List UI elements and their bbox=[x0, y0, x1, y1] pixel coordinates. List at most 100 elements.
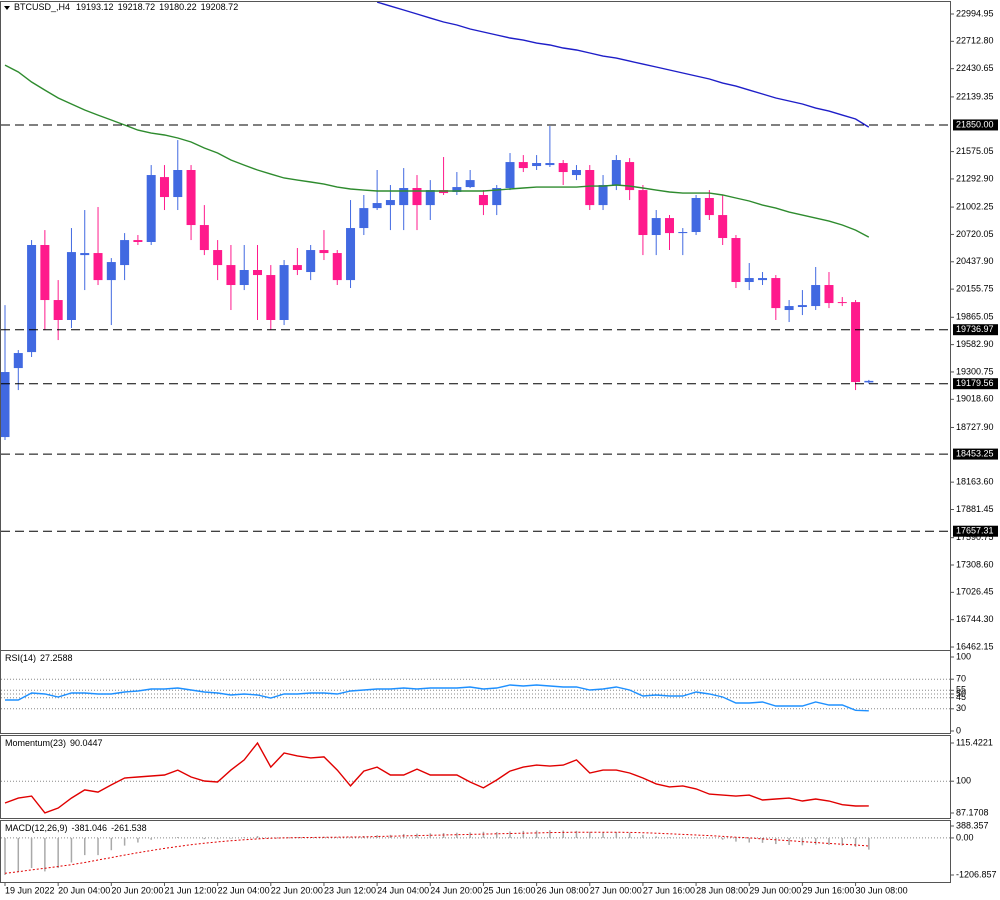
candle-body bbox=[744, 278, 754, 283]
y-tick-label: 19582.90 bbox=[956, 339, 994, 349]
y-tick-label: 22994.95 bbox=[956, 8, 994, 18]
chart-header: BTCUSD_,H4 19193.12 19218.72 19180.22 19208.… bbox=[14, 2, 238, 12]
candle-body bbox=[824, 285, 834, 304]
momentum-label: Momentum(23) 90.0447 bbox=[5, 738, 103, 748]
candle-body bbox=[120, 240, 130, 266]
panel-plot bbox=[1, 830, 950, 876]
y-tick-label: 100 bbox=[956, 651, 971, 661]
candle-body bbox=[558, 163, 568, 173]
candle-body bbox=[66, 252, 76, 321]
y-tick-label: 16744.30 bbox=[956, 614, 994, 624]
x-tick-label: 29 Jun 00:00 bbox=[749, 885, 801, 895]
y-tick-label: 18163.60 bbox=[956, 477, 994, 487]
y-tick-label: 16462.15 bbox=[956, 641, 994, 651]
candle-body bbox=[332, 253, 342, 281]
candle-body bbox=[93, 253, 103, 281]
indicator-line bbox=[5, 684, 869, 712]
candle-body bbox=[425, 190, 435, 206]
candle-body bbox=[465, 180, 475, 188]
candle-body bbox=[372, 203, 382, 209]
level-label-box bbox=[953, 119, 998, 131]
candle-body bbox=[292, 265, 302, 271]
candle-body bbox=[412, 188, 422, 206]
momentum-panel-frame bbox=[0, 735, 951, 819]
candle-body bbox=[598, 185, 608, 206]
candle-body bbox=[319, 250, 329, 254]
y-tick-label: 115.4221 bbox=[956, 737, 993, 747]
candle-body bbox=[226, 265, 236, 286]
candle-body bbox=[532, 163, 542, 167]
y-tick-label: 19018.60 bbox=[956, 394, 994, 404]
y-tick-label: 0 bbox=[956, 725, 961, 735]
y-tick-label: 20437.90 bbox=[956, 256, 994, 266]
candle-body bbox=[691, 198, 701, 233]
rsi-label: RSI(14) 27.2588 bbox=[5, 653, 73, 663]
candle-body bbox=[492, 188, 502, 206]
candle-body bbox=[851, 302, 861, 383]
y-tick-label: 17026.45 bbox=[956, 587, 994, 597]
candle-body bbox=[13, 353, 23, 369]
x-tick-label: 22 Jun 04:00 bbox=[218, 885, 270, 895]
y-tick-label: 21575.05 bbox=[956, 146, 994, 156]
x-tick-label: 21 Jun 12:00 bbox=[164, 885, 216, 895]
rsi-panel-frame bbox=[0, 650, 951, 734]
candle-body bbox=[279, 265, 289, 321]
x-tick-label: 27 Jun 00:00 bbox=[590, 885, 642, 895]
y-tick-label: 388.357 bbox=[956, 820, 989, 830]
candle-body bbox=[213, 250, 223, 266]
x-tick-label: 22 Jun 20:00 bbox=[271, 885, 323, 895]
candle-body bbox=[837, 302, 847, 304]
candle-body bbox=[199, 225, 209, 251]
y-tick-label: -1206.857 bbox=[956, 869, 997, 879]
candle-body bbox=[253, 270, 263, 276]
x-tick-label: 30 Jun 08:00 bbox=[856, 885, 908, 895]
rsi-value: 27.2588 bbox=[40, 653, 73, 663]
x-tick-label: 19 Jun 2022 bbox=[5, 885, 55, 895]
y-tick-label: 20155.75 bbox=[956, 283, 994, 293]
panel-plot bbox=[1, 2, 874, 441]
candle-body bbox=[133, 240, 143, 242]
candle-body bbox=[385, 200, 395, 206]
last-open: 19193.12 bbox=[76, 2, 114, 12]
momentum-title: Momentum(23) bbox=[5, 738, 66, 748]
x-tick-label: 25 Jun 16:00 bbox=[483, 885, 535, 895]
candle-body bbox=[704, 198, 714, 216]
level-label-box bbox=[953, 448, 998, 460]
y-tick-label: 50 bbox=[956, 688, 966, 698]
candle-body bbox=[784, 306, 794, 311]
x-tick-label: 24 Jun 04:00 bbox=[377, 885, 429, 895]
y-tick-label: 21002.25 bbox=[956, 201, 994, 211]
x-tick-label: 26 Jun 08:00 bbox=[537, 885, 589, 895]
y-tick-label: 100 bbox=[956, 776, 971, 786]
candle-body bbox=[678, 232, 688, 234]
candle-body bbox=[864, 380, 874, 383]
candle-body bbox=[718, 215, 728, 239]
candle-body bbox=[758, 278, 768, 281]
x-tick-label: 27 Jun 16:00 bbox=[643, 885, 695, 895]
candle-body bbox=[346, 228, 356, 281]
candle-body bbox=[80, 253, 90, 256]
x-tick-label: 24 Jun 20:00 bbox=[430, 885, 482, 895]
level-label-box bbox=[953, 324, 998, 336]
y-tick-label: 22430.65 bbox=[956, 63, 994, 73]
candle-body bbox=[638, 190, 648, 236]
candle-body bbox=[811, 285, 821, 307]
macd-panel-frame bbox=[0, 820, 951, 883]
indicator-line bbox=[4, 831, 869, 874]
y-tick-label: 55 bbox=[956, 685, 966, 695]
y-tick-label: 17308.60 bbox=[956, 559, 994, 569]
candle-body bbox=[478, 195, 488, 206]
level-label: 18453.25 bbox=[956, 448, 994, 458]
candle-body bbox=[571, 170, 581, 176]
level-label: 19736.97 bbox=[956, 324, 994, 334]
last-close: 19208.72 bbox=[201, 2, 239, 12]
macd-label: MACD(12,26,9) -381.046 -261.538 bbox=[5, 823, 147, 833]
macd-title: MACD(12,26,9) bbox=[5, 823, 68, 833]
y-tick-label: 18727.90 bbox=[956, 422, 994, 432]
level-label: 19179.56 bbox=[956, 378, 994, 388]
indicator-line bbox=[376, 2, 870, 128]
y-tick-label: 17590.75 bbox=[956, 532, 994, 542]
